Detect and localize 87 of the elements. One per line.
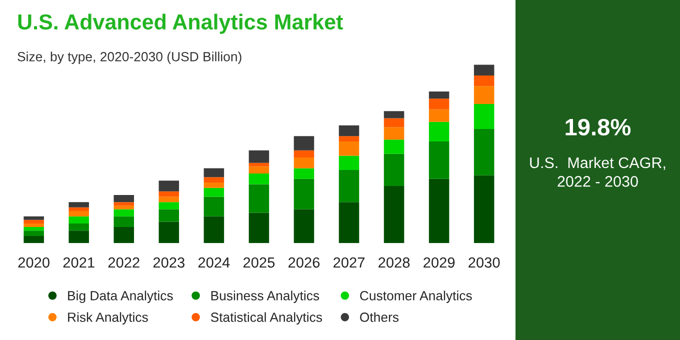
x-tick-label: 2027 xyxy=(334,257,364,268)
bar xyxy=(204,177,224,182)
bar xyxy=(158,222,180,244)
bar xyxy=(338,136,360,142)
bar xyxy=(24,227,44,231)
x-tick-label: 2026 xyxy=(288,257,320,268)
bar xyxy=(114,227,134,244)
bar xyxy=(294,158,314,168)
bar xyxy=(68,223,89,231)
legend-label: Statistical Analytics xyxy=(210,312,322,325)
x-tick-label: 2020 xyxy=(18,257,50,268)
bar xyxy=(204,188,224,197)
bar xyxy=(204,182,224,188)
bar xyxy=(474,175,494,244)
bar xyxy=(114,202,134,206)
bar xyxy=(248,166,270,174)
bar xyxy=(114,209,134,216)
bar xyxy=(384,186,404,244)
bar xyxy=(158,180,180,192)
bar xyxy=(24,236,44,244)
bar xyxy=(114,206,134,210)
chart-title: U.S. Advanced Analytics Market xyxy=(18,14,343,34)
bar xyxy=(204,196,224,216)
bar xyxy=(294,168,314,179)
bar xyxy=(248,162,270,166)
bar xyxy=(248,150,270,163)
bar xyxy=(158,191,180,197)
bar xyxy=(338,141,360,156)
bar xyxy=(294,150,314,158)
bar xyxy=(248,212,270,244)
text: U.S. Market CAGR, 2022 - 2030 xyxy=(530,156,666,187)
bar xyxy=(24,220,44,224)
bar xyxy=(338,170,360,202)
bar xyxy=(158,209,180,222)
bar xyxy=(158,202,180,210)
bar xyxy=(294,209,314,244)
bar xyxy=(204,168,224,178)
x-tick-label: 2024 xyxy=(198,257,230,268)
bar xyxy=(204,216,224,244)
bar xyxy=(68,216,89,224)
bar xyxy=(68,207,89,211)
bar xyxy=(474,86,494,104)
bar xyxy=(384,127,404,140)
legend-label: Risk Analytics xyxy=(68,312,148,325)
bar xyxy=(294,178,314,210)
bar xyxy=(24,216,44,220)
bar xyxy=(68,230,89,244)
bar xyxy=(68,202,89,208)
bar xyxy=(68,211,89,216)
bar xyxy=(428,109,450,122)
legend-label: Big Data Analytics xyxy=(68,290,173,303)
bar xyxy=(384,154,404,186)
x-tick-label: 2022 xyxy=(108,257,140,268)
x-tick-label: 2029 xyxy=(424,257,455,268)
bar xyxy=(338,156,360,170)
bar xyxy=(474,128,494,176)
bar xyxy=(24,230,44,236)
bar xyxy=(158,196,180,202)
x-tick-label: 2030 xyxy=(468,257,500,268)
bar xyxy=(338,125,360,136)
legend-label: Business Analytics xyxy=(211,290,320,303)
bar xyxy=(428,122,450,142)
bar xyxy=(428,141,450,179)
bar xyxy=(248,184,270,213)
bar xyxy=(474,64,494,76)
x-tick-label: 2028 xyxy=(378,257,410,268)
x-tick-label: 2023 xyxy=(153,257,184,268)
bar xyxy=(294,136,314,150)
chart-subtitle: Size, by type, 2020-2030 (USD Billion) xyxy=(18,52,242,64)
bar xyxy=(474,104,494,129)
bar xyxy=(384,118,404,128)
bar xyxy=(24,223,44,228)
bar xyxy=(384,140,404,154)
bar xyxy=(428,178,450,244)
x-tick-label: 2021 xyxy=(63,257,94,268)
bar xyxy=(384,111,404,118)
bar xyxy=(114,194,134,202)
bar xyxy=(474,75,494,86)
x-tick-label: 2025 xyxy=(243,257,275,268)
legend-label: Others xyxy=(360,312,399,322)
text: 19.8% xyxy=(566,118,631,136)
bar xyxy=(114,216,134,228)
bar xyxy=(428,98,450,110)
bar xyxy=(248,174,270,184)
legend-label: Customer Analytics xyxy=(360,290,472,303)
bar xyxy=(338,202,360,244)
bar xyxy=(428,92,450,99)
